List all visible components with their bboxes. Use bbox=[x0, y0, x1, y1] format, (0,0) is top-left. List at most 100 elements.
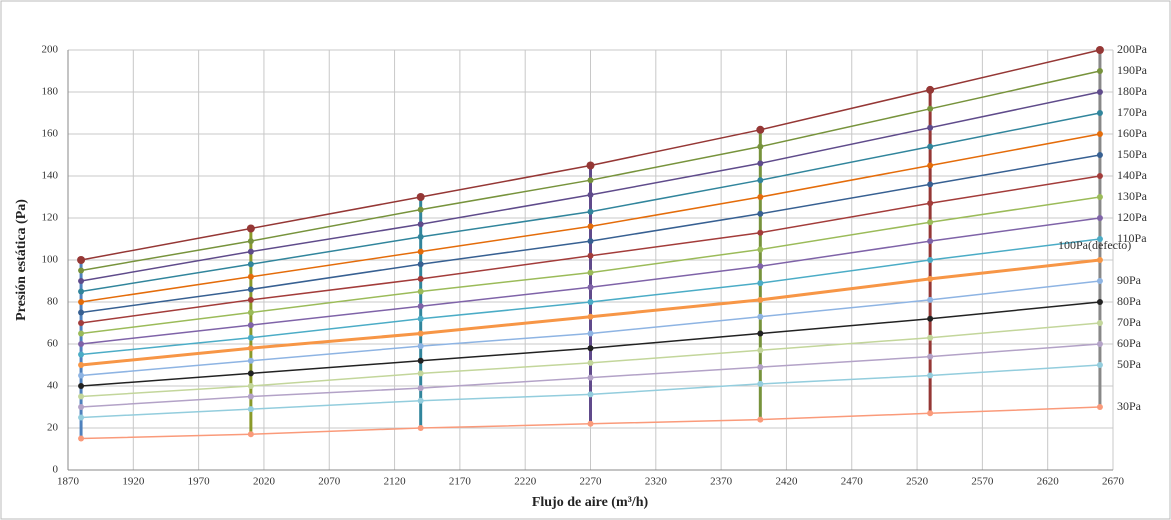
point-marker bbox=[417, 370, 424, 377]
x-tick-label: 2370 bbox=[710, 476, 733, 488]
x-tick-label: 2470 bbox=[841, 476, 864, 488]
point-marker bbox=[757, 280, 764, 287]
point-marker bbox=[1096, 404, 1103, 410]
y-tick-label: 200 bbox=[42, 44, 59, 56]
point-marker bbox=[1096, 68, 1103, 74]
point-marker bbox=[757, 194, 764, 200]
point-marker bbox=[587, 345, 594, 352]
point-marker bbox=[1096, 299, 1103, 305]
x-tick-label: 2620 bbox=[1037, 476, 1060, 488]
point-marker bbox=[587, 208, 594, 215]
point-marker bbox=[78, 278, 85, 284]
point-marker bbox=[247, 322, 254, 329]
point-marker bbox=[247, 248, 254, 255]
point-marker bbox=[1095, 46, 1104, 54]
point-marker bbox=[417, 206, 424, 213]
point-marker bbox=[417, 357, 424, 364]
point-marker bbox=[78, 288, 85, 295]
point-marker bbox=[927, 372, 934, 379]
point-marker bbox=[417, 275, 424, 282]
point-marker bbox=[247, 406, 254, 413]
point-marker bbox=[417, 385, 424, 392]
legend-label: 120Pa bbox=[1117, 210, 1148, 224]
point-marker bbox=[587, 330, 594, 337]
point-marker bbox=[417, 315, 424, 322]
point-marker bbox=[417, 343, 424, 350]
point-marker bbox=[417, 221, 424, 228]
y-tick-label: 140 bbox=[42, 170, 59, 182]
point-marker bbox=[78, 320, 85, 326]
legend-label: 160Pa bbox=[1117, 126, 1148, 140]
point-marker bbox=[757, 296, 764, 303]
point-marker bbox=[927, 275, 934, 282]
point-marker bbox=[417, 397, 424, 404]
point-marker bbox=[927, 181, 934, 188]
point-marker bbox=[78, 267, 85, 274]
point-marker bbox=[78, 351, 85, 358]
point-marker bbox=[927, 162, 934, 169]
x-tick-label: 2020 bbox=[253, 476, 276, 488]
y-tick-label: 120 bbox=[42, 212, 59, 224]
point-marker bbox=[78, 404, 85, 410]
x-tick-label: 2220 bbox=[514, 476, 537, 488]
point-marker bbox=[926, 85, 935, 94]
point-marker bbox=[417, 261, 424, 268]
point-marker bbox=[927, 105, 934, 112]
legend-label: 70Pa bbox=[1117, 315, 1142, 329]
y-tick-label: 160 bbox=[42, 128, 59, 140]
point-marker bbox=[587, 177, 594, 184]
point-marker bbox=[587, 191, 594, 198]
x-tick-label: 2520 bbox=[906, 476, 929, 488]
point-marker bbox=[587, 269, 594, 276]
point-marker bbox=[78, 299, 85, 305]
y-tick-label: 180 bbox=[42, 86, 59, 98]
x-axis-label: Flujo de aire (m³/h) bbox=[532, 495, 649, 510]
point-marker bbox=[417, 233, 424, 240]
legend-label: 170Pa bbox=[1117, 105, 1148, 119]
point-marker bbox=[927, 124, 934, 131]
point-marker bbox=[757, 246, 764, 253]
x-tick-label: 1970 bbox=[188, 476, 211, 488]
point-marker bbox=[587, 391, 594, 398]
point-marker bbox=[757, 160, 764, 167]
point-marker bbox=[78, 435, 85, 442]
point-marker bbox=[587, 420, 594, 427]
legend-label: 50Pa bbox=[1117, 357, 1142, 371]
point-marker bbox=[247, 286, 254, 293]
x-tick-label: 2070 bbox=[318, 476, 341, 488]
y-tick-label: 60 bbox=[47, 338, 59, 350]
point-marker bbox=[78, 414, 85, 421]
point-marker bbox=[927, 315, 934, 322]
point-marker bbox=[1096, 215, 1103, 221]
point-marker bbox=[757, 364, 764, 371]
point-marker bbox=[247, 238, 254, 245]
point-marker bbox=[587, 359, 594, 366]
point-marker bbox=[587, 223, 594, 230]
point-marker bbox=[927, 238, 934, 245]
point-marker bbox=[78, 393, 85, 400]
point-marker bbox=[587, 374, 594, 381]
point-marker bbox=[756, 125, 765, 134]
point-marker bbox=[1096, 110, 1103, 116]
point-marker bbox=[1096, 194, 1103, 200]
point-marker bbox=[417, 288, 424, 295]
point-marker bbox=[1096, 341, 1103, 347]
legend-label: 200Pa bbox=[1117, 42, 1148, 56]
legend-label: 110Pa bbox=[1117, 231, 1147, 245]
point-marker bbox=[757, 210, 764, 217]
point-marker bbox=[78, 309, 85, 316]
point-marker bbox=[247, 393, 254, 400]
point-marker bbox=[586, 161, 595, 170]
point-marker bbox=[1096, 89, 1103, 95]
y-tick-label: 0 bbox=[53, 464, 59, 476]
point-marker bbox=[1096, 152, 1103, 158]
point-marker bbox=[757, 330, 764, 337]
point-marker bbox=[927, 334, 934, 341]
legend-label: 130Pa bbox=[1117, 189, 1148, 203]
x-tick-label: 2270 bbox=[580, 476, 603, 488]
point-marker bbox=[757, 229, 764, 236]
x-tick-label: 2420 bbox=[775, 476, 798, 488]
x-tick-label: 2570 bbox=[971, 476, 994, 488]
point-marker bbox=[78, 383, 85, 389]
